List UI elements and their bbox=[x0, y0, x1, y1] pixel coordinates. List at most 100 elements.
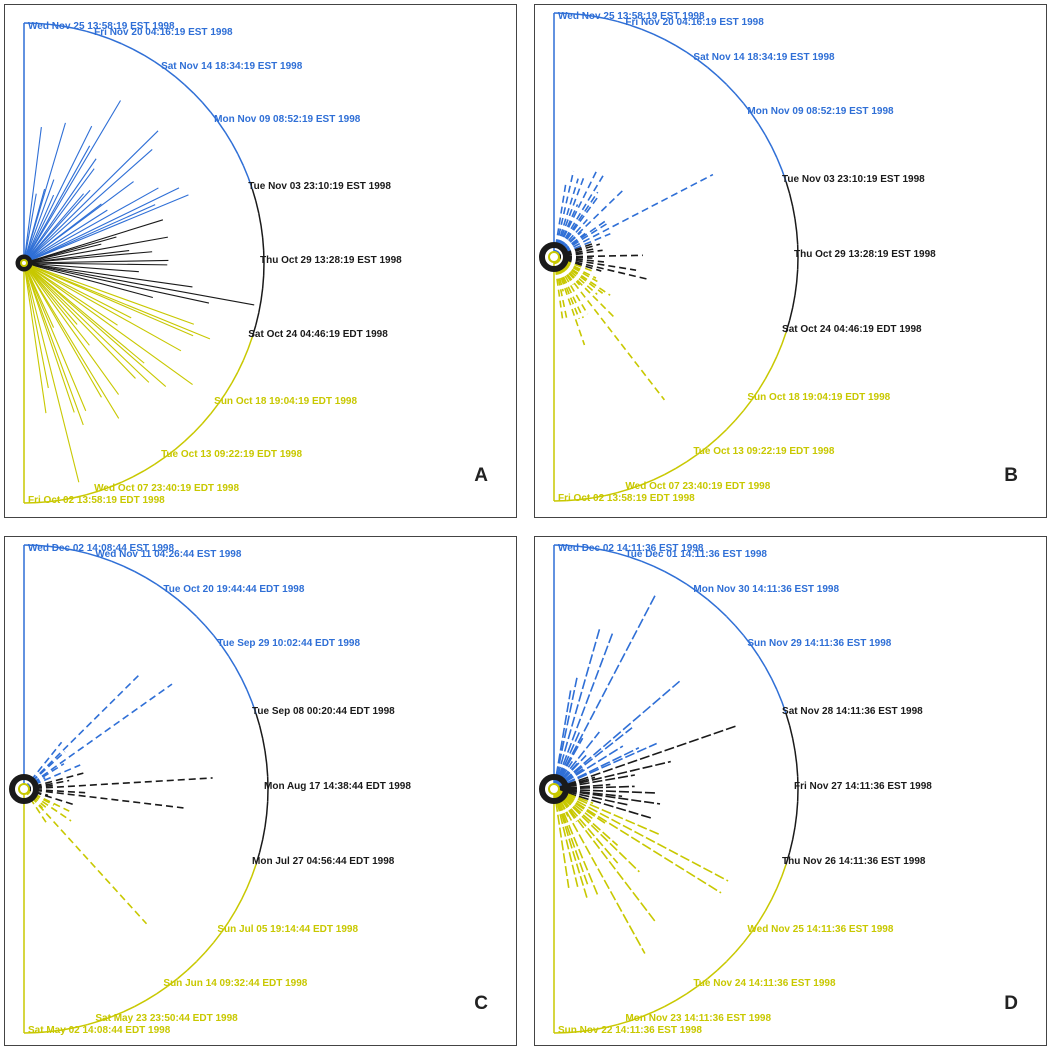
time-tick-label: Tue Oct 20 19:44:44 EDT 1998 bbox=[163, 583, 305, 595]
arc-segment bbox=[251, 188, 257, 202]
time-tick-label: Wed Nov 25 13:58:19 EST 1998 bbox=[558, 11, 705, 22]
arc-segment bbox=[652, 33, 666, 41]
time-ray bbox=[23, 262, 78, 325]
arc-segment bbox=[73, 494, 87, 499]
arc-segment bbox=[265, 801, 269, 815]
time-ray bbox=[553, 592, 657, 790]
time-ray bbox=[23, 262, 168, 266]
arc-segment bbox=[258, 839, 264, 853]
time-tick-label: Tue Oct 13 09:22:19 EDT 1998 bbox=[161, 449, 303, 461]
time-ray bbox=[23, 262, 49, 389]
time-ray bbox=[23, 193, 37, 264]
arc-segment bbox=[725, 419, 736, 431]
arc-segment bbox=[234, 899, 243, 912]
time-ray bbox=[23, 194, 189, 264]
time-ray bbox=[23, 148, 153, 264]
arc-segment bbox=[132, 470, 145, 478]
arc-segment bbox=[641, 28, 654, 35]
arc-segment bbox=[237, 153, 244, 166]
arc-segment bbox=[186, 607, 198, 618]
time-ray bbox=[23, 683, 173, 790]
arc-segment bbox=[791, 295, 796, 308]
arc-segment bbox=[794, 750, 798, 764]
time-ray bbox=[23, 788, 47, 823]
arc-segment bbox=[776, 157, 783, 170]
time-tick-label: Sun Nov 22 14:11:36 EST 1998 bbox=[558, 1025, 702, 1036]
arc-segment bbox=[86, 1020, 100, 1026]
arc-segment bbox=[143, 54, 156, 63]
time-ray bbox=[553, 788, 729, 882]
time-tick-label: Tue Sep 08 00:20:44 EDT 1998 bbox=[252, 705, 395, 717]
panel-b-plot bbox=[539, 12, 799, 502]
arc-segment bbox=[166, 978, 179, 987]
arc-segment bbox=[48, 23, 62, 27]
time-ray bbox=[553, 788, 588, 898]
arc-segment bbox=[258, 725, 264, 739]
arc-segment bbox=[579, 545, 593, 549]
arc-segment bbox=[716, 960, 728, 971]
arc-segment bbox=[716, 428, 728, 439]
time-ray bbox=[553, 788, 599, 897]
arc-segment bbox=[62, 547, 75, 552]
arc-segment bbox=[743, 399, 752, 412]
arc-segment bbox=[616, 20, 630, 26]
arc-segment bbox=[204, 625, 215, 636]
arc-segment bbox=[111, 560, 124, 567]
time-tick-label: Wed Dec 02 14:08:44 EST 1998 bbox=[28, 543, 175, 554]
arc-segment bbox=[97, 486, 111, 492]
arc-segment bbox=[743, 931, 752, 944]
arc-segment bbox=[764, 367, 773, 380]
arc-segment bbox=[195, 615, 206, 627]
time-ray bbox=[23, 751, 66, 790]
arc-segment bbox=[164, 68, 176, 78]
arc-segment bbox=[121, 476, 134, 483]
arc-segment bbox=[237, 360, 244, 373]
arc-segment bbox=[675, 992, 688, 1001]
time-tick-label: Sat Oct 24 04:46:19 EDT 1998 bbox=[248, 329, 388, 341]
arc-segment bbox=[707, 598, 718, 609]
arc-segment bbox=[641, 1011, 654, 1018]
arc-segment bbox=[49, 545, 63, 549]
arc-segment bbox=[111, 1011, 124, 1018]
time-tick-label: Wed Nov 11 04:26:44 EST 1998 bbox=[95, 548, 242, 560]
time-tick-label: Thu Oct 29 13:28:19 EST 1998 bbox=[794, 249, 936, 260]
time-ray bbox=[23, 788, 184, 809]
arc-segment bbox=[134, 999, 147, 1008]
arc-segment bbox=[174, 440, 186, 451]
time-tick-label: Sat Nov 28 14:11:36 EST 1998 bbox=[782, 705, 923, 717]
time-tick-label: Sun Oct 18 19:04:19 EDT 1998 bbox=[214, 396, 358, 408]
time-ray bbox=[23, 741, 63, 790]
arc-segment bbox=[686, 583, 698, 593]
time-ray bbox=[553, 788, 623, 798]
arc-segment bbox=[791, 738, 796, 751]
arc-segment bbox=[696, 59, 709, 68]
time-ray bbox=[553, 742, 657, 790]
time-ray bbox=[553, 256, 604, 294]
time-ray bbox=[23, 262, 194, 337]
arc-segment bbox=[604, 17, 618, 23]
time-ray bbox=[553, 232, 611, 258]
arc-segment bbox=[145, 992, 158, 1001]
hub-ring bbox=[15, 254, 33, 272]
time-ray bbox=[553, 628, 601, 790]
arc-segment bbox=[616, 488, 630, 494]
arc-segment bbox=[604, 491, 618, 497]
time-ray bbox=[23, 262, 255, 306]
arc-segment bbox=[629, 484, 642, 490]
time-ray bbox=[23, 788, 148, 925]
time-ray bbox=[23, 262, 132, 319]
time-ray bbox=[23, 204, 156, 264]
arc-segment bbox=[261, 275, 265, 289]
time-tick-label: Sun Jun 14 09:32:44 EDT 1998 bbox=[163, 978, 308, 990]
time-ray bbox=[23, 788, 77, 807]
time-ray bbox=[23, 262, 182, 352]
time-ray bbox=[553, 760, 671, 790]
arc-segment bbox=[154, 61, 166, 70]
arc-segment bbox=[781, 701, 787, 714]
arc-segment bbox=[707, 437, 718, 448]
time-ray bbox=[553, 256, 649, 281]
panel-letter: D bbox=[1004, 993, 1018, 1014]
arc-segment bbox=[220, 921, 230, 933]
time-tick-label: Wed Oct 07 23:40:19 EDT 1998 bbox=[94, 483, 240, 495]
arc-segment bbox=[36, 1030, 50, 1034]
